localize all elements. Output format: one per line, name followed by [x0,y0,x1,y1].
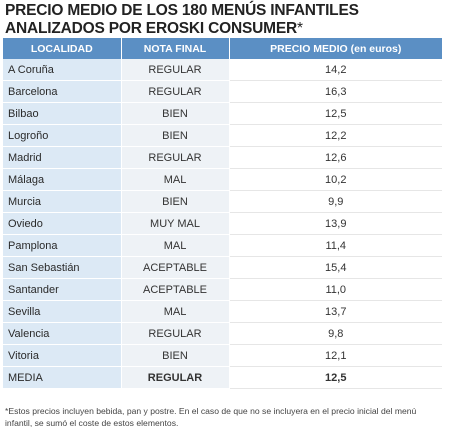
cell-nota: ACEPTABLE [121,256,230,279]
cell-localidad: Barcelona [3,80,122,103]
table-row: Madrid REGULAR 12,6 [3,146,442,169]
cell-precio: 9,8 [229,322,442,345]
table-row: MEDIA REGULAR 12,5 [3,366,442,389]
cell-precio: 12,1 [229,344,442,367]
table-row: Valencia REGULAR 9,8 [3,322,442,345]
cell-localidad: MEDIA [3,366,122,389]
cell-nota: MUY MAL [121,212,230,235]
table-row: A Coruña REGULAR 14,2 [3,59,442,81]
cell-precio: 11,4 [229,234,442,257]
title-line-1: PRECIO MEDIO DE LOS 180 MENÚS INFANTILES [5,2,359,19]
cell-localidad: A Coruña [3,59,122,81]
page-title: PRECIO MEDIO DE LOS 180 MENÚS INFANTILES… [5,2,445,38]
price-table: LOCALIDAD NOTA FINAL PRECIO MEDIO (en eu… [3,38,442,389]
title-asterisk: * [296,20,303,37]
cell-nota: REGULAR [121,80,230,103]
cell-nota: MAL [121,300,230,323]
cell-nota: MAL [121,168,230,191]
title-line-2: ANALIZADOS POR EROSKI CONSUMER [5,20,297,37]
cell-nota: BIEN [121,102,230,125]
table-row: Vitoria BIEN 12,1 [3,344,442,367]
cell-precio: 14,2 [229,59,442,81]
cell-nota: REGULAR [121,366,230,389]
table-header-row: LOCALIDAD NOTA FINAL PRECIO MEDIO (en eu… [3,38,442,59]
cell-localidad: Vitoria [3,344,122,367]
cell-precio: 16,3 [229,80,442,103]
cell-precio: 12,5 [229,366,442,389]
cell-localidad: Oviedo [3,212,122,235]
table-row: Málaga MAL 10,2 [3,168,442,191]
cell-precio: 9,9 [229,190,442,213]
cell-localidad: Madrid [3,146,122,169]
cell-localidad: Sevilla [3,300,122,323]
footnote: *Estos precios incluyen bebida, pan y po… [5,406,417,428]
cell-nota: BIEN [121,190,230,213]
cell-localidad: Murcia [3,190,122,213]
cell-precio: 11,0 [229,278,442,301]
table-row: Santander ACEPTABLE 11,0 [3,278,442,301]
table-row: Oviedo MUY MAL 13,9 [3,212,442,235]
cell-precio: 15,4 [229,256,442,279]
cell-localidad: Santander [3,278,122,301]
table-body: A Coruña REGULAR 14,2 Barcelona REGULAR 16,3 B… [3,59,442,389]
cell-precio: 13,9 [229,212,442,235]
cell-nota: ACEPTABLE [121,278,230,301]
cell-localidad: San Sebastián [3,256,122,279]
cell-precio: 12,2 [229,124,442,147]
cell-nota: BIEN [121,344,230,367]
cell-localidad: Málaga [3,168,122,191]
cell-precio: 13,7 [229,300,442,323]
table-row: Murcia BIEN 9,9 [3,190,442,213]
cell-localidad: Bilbao [3,102,122,125]
cell-localidad: Pamplona [3,234,122,257]
cell-nota: REGULAR [121,146,230,169]
header-nota-final: NOTA FINAL [121,38,230,59]
cell-localidad: Logroño [3,124,122,147]
table-row: Logroño BIEN 12,2 [3,124,442,147]
cell-precio: 12,5 [229,102,442,125]
header-localidad: LOCALIDAD [3,38,122,59]
cell-precio: 12,6 [229,146,442,169]
table-row: San Sebastián ACEPTABLE 15,4 [3,256,442,279]
header-precio-medio: PRECIO MEDIO (en euros) [229,38,442,59]
table-row: Bilbao BIEN 12,5 [3,102,442,125]
table-row: Pamplona MAL 11,4 [3,234,442,257]
cell-precio: 10,2 [229,168,442,191]
table-row: Barcelona REGULAR 16,3 [3,80,442,103]
table-row: Sevilla MAL 13,7 [3,300,442,323]
cell-nota: REGULAR [121,59,230,81]
cell-localidad: Valencia [3,322,122,345]
cell-nota: BIEN [121,124,230,147]
cell-nota: MAL [121,234,230,257]
cell-nota: REGULAR [121,322,230,345]
